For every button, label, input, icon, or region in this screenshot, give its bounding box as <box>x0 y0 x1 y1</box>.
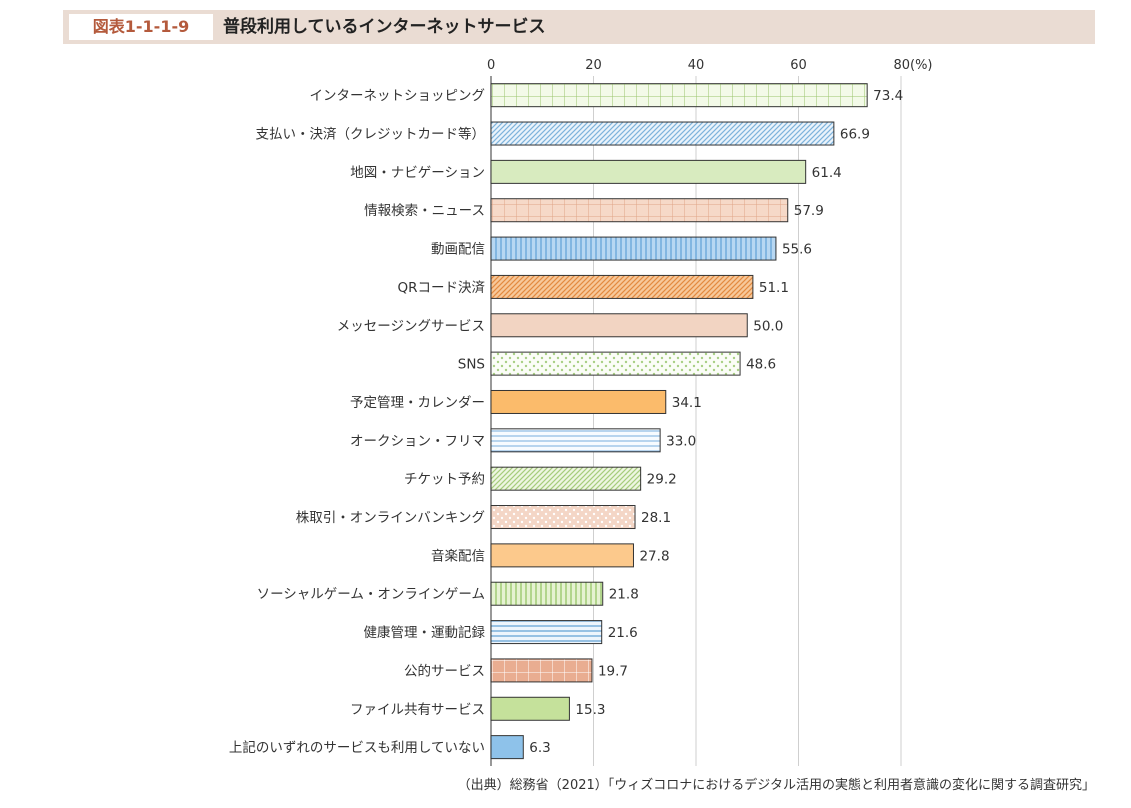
category-label: 情報検索・ニュース <box>364 203 485 219</box>
value-label: 28.1 <box>641 510 671 526</box>
value-label: 21.6 <box>608 625 638 641</box>
x-tick-label: 0 <box>487 58 495 73</box>
value-label: 66.9 <box>840 127 870 143</box>
bar <box>490 351 741 376</box>
figure-title: 普段利用しているインターネットサービス <box>223 17 546 37</box>
value-label: 73.4 <box>873 88 903 104</box>
category-label: ソーシャルゲーム・オンラインゲーム <box>257 587 485 603</box>
value-label: 51.1 <box>759 280 789 296</box>
bar <box>490 83 868 108</box>
x-tick-label: 40 <box>688 58 705 73</box>
value-label: 50.0 <box>753 318 783 334</box>
value-labels: 73.4 66.9 61.4 57.9 55.6 51.1 50.0 48.6 34.1 33.0… <box>529 88 903 756</box>
source-note: （出典）総務省（2021）「ウィズコロナにおけるデジタル活用の実態と利用者意識の… <box>457 778 1095 793</box>
bar <box>490 658 593 683</box>
bar <box>490 313 748 338</box>
value-label: 33.0 <box>666 433 696 449</box>
bar <box>490 428 661 453</box>
x-axis-ticks: 0 20 40 60 80(%) <box>487 58 933 73</box>
value-label: 21.8 <box>609 587 639 603</box>
category-label: 公的サービス <box>404 663 485 679</box>
bar <box>490 620 603 645</box>
bars <box>490 83 868 760</box>
category-label: 地図・ナビゲーション <box>350 165 485 181</box>
figure-label: 図表1-1-1-9 <box>69 14 213 40</box>
category-label: SNS <box>458 357 485 373</box>
category-label: チケット予約 <box>404 472 485 488</box>
bar <box>490 274 754 299</box>
category-label: 音楽配信 <box>431 547 485 564</box>
category-label: インターネットショッピング <box>310 88 486 104</box>
grid-lines <box>490 76 902 766</box>
value-label: 57.9 <box>794 203 824 219</box>
category-label: メッセージングサービス <box>337 318 485 334</box>
figure-header: 図表1-1-1-9 普段利用しているインターネットサービス <box>63 10 1095 44</box>
bar <box>490 505 636 530</box>
category-label: 株取引・オンラインバンキング <box>296 510 485 526</box>
value-label: 48.6 <box>746 357 776 373</box>
bar <box>490 236 777 261</box>
bar <box>490 121 835 146</box>
value-label: 27.8 <box>639 548 669 564</box>
bar <box>490 159 807 184</box>
value-label: 6.3 <box>529 740 550 756</box>
x-tick-label: 60 <box>790 58 807 73</box>
category-label: 動画配信 <box>431 242 485 258</box>
x-tick-label: 20 <box>585 58 602 73</box>
value-label: 29.2 <box>647 472 677 488</box>
value-label: 19.7 <box>598 663 628 679</box>
bar <box>490 198 789 223</box>
bar <box>490 735 524 760</box>
category-label: 上記のいずれのサービスも利用していない <box>229 739 485 756</box>
value-label: 34.1 <box>672 395 702 411</box>
bar <box>490 466 642 491</box>
value-label: 61.4 <box>812 165 842 181</box>
bar <box>490 581 604 606</box>
value-label: 15.3 <box>575 702 605 718</box>
category-label: ファイル共有サービス <box>350 702 485 718</box>
value-label: 55.6 <box>782 242 812 258</box>
bar <box>490 543 634 568</box>
category-label: 支払い・決済（クレジットカード等） <box>256 126 486 143</box>
category-label: オークション・フリマ <box>350 433 485 449</box>
category-label: 予定管理・カレンダー <box>350 395 485 411</box>
x-tick-label: 80(%) <box>893 58 932 73</box>
category-label: QRコード決済 <box>397 280 485 296</box>
category-label: 健康管理・運動記録 <box>364 624 486 641</box>
bar <box>490 696 570 721</box>
bar <box>490 389 667 414</box>
